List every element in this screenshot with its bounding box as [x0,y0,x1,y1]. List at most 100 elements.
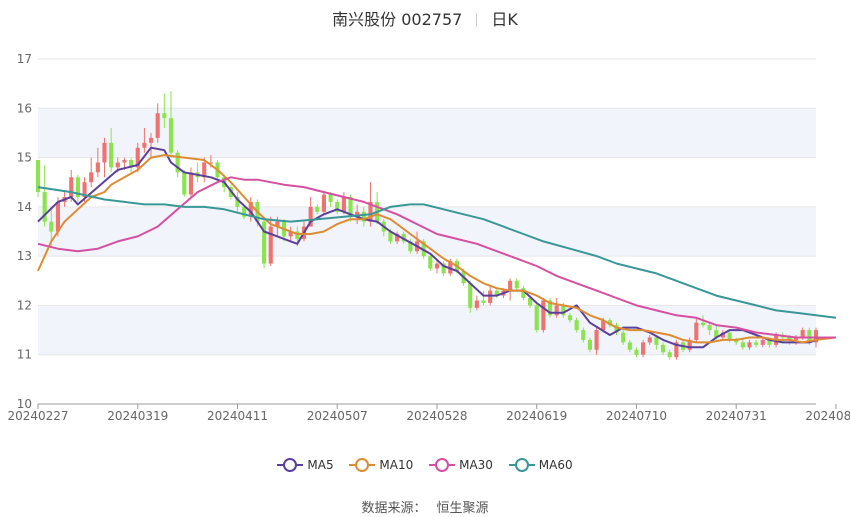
y-tick-label: 15 [17,151,32,165]
candle-body [727,332,732,340]
candle-body [434,263,440,269]
candle-body [541,300,546,331]
chart-header: 南兴股份 002757 日K [0,6,850,30]
candle-body [627,342,632,350]
candle-body [448,261,453,274]
x-tick-label: 20240227 [7,409,68,423]
grid-band [38,108,816,158]
candle-body [35,160,41,193]
y-tick-label: 11 [17,348,32,362]
candle-body [594,330,599,350]
candle-body [654,337,659,345]
candle-body [428,256,433,269]
candle-body [647,337,652,343]
candle-body [115,162,120,168]
legend-label-ma10: MA10 [379,458,414,472]
legend-item-ma5[interactable]: MA5 [277,458,334,472]
candle-body [707,325,712,331]
candle-body [514,280,519,289]
candle-body [468,283,473,308]
candle-body [694,322,699,340]
candle-body [754,342,759,345]
candle-body [142,142,147,148]
candle-body [700,322,706,326]
candle-body [508,280,513,291]
x-tick-label: 20240319 [107,409,168,423]
legend-marker-ma30 [429,458,456,472]
y-tick-label: 16 [17,101,32,115]
candle-body [793,337,799,340]
candle-body [55,201,61,232]
candle-body [421,241,426,257]
candle-body [242,206,247,217]
candle-body [581,330,586,340]
candle-body [361,211,366,222]
legend-item-ma60[interactable]: MA60 [508,458,573,472]
candle-body [740,342,745,348]
candle-body [528,298,533,306]
candle-body [474,300,479,308]
candle-body [660,344,666,353]
candle-body [268,226,273,264]
ma-line-ma5 [37,146,836,349]
candle-body [49,221,54,232]
legend-label-ma30: MA30 [459,458,493,472]
candle-body [288,231,293,237]
legend-item-ma30[interactable]: MA30 [429,458,493,472]
candle-body [401,233,406,242]
title-divider [476,13,478,27]
candle-body [75,177,80,197]
candle-body [275,221,280,227]
x-tick-label: 20240528 [406,409,467,423]
candle-body [129,160,134,168]
candle-body [162,113,167,119]
candle-body [574,320,579,331]
legend-item-ma10[interactable]: MA10 [349,458,413,472]
y-tick-label: 13 [17,249,32,263]
source-label: 数据来源： [361,501,427,516]
y-tick-label: 17 [17,52,32,66]
legend-label-ma5: MA5 [307,458,334,472]
candle-body [235,197,240,207]
candle-body [747,342,752,348]
candle-body [388,231,393,242]
candle-body [395,233,400,242]
candle-body [102,142,107,163]
y-tick-label: 10 [17,397,32,411]
y-tick-label: 12 [17,298,32,312]
candle-body [122,160,127,163]
candle-body [587,339,592,350]
candle-body [554,305,559,316]
candle-body [295,231,300,239]
candle-body [787,337,792,340]
candle-body [720,332,725,338]
legend-marker-ma10 [349,458,376,472]
source-value: 恒生聚源 [436,501,489,516]
candle-body [368,201,373,222]
candle-body [760,339,765,345]
candle-body [321,194,326,212]
candle-body [175,152,180,173]
candle-body [488,290,493,303]
candle-body [494,290,499,296]
candle-body [182,172,187,195]
candle-body [734,339,739,343]
x-tick-label: 20240411 [207,409,268,423]
candle-body [634,349,639,355]
candle-body [614,325,619,333]
candle-body [155,113,160,138]
ma-line-ma30 [37,176,836,339]
candle-body [82,182,87,197]
candle-body [601,320,606,331]
candle-body [813,330,819,343]
legend-label-ma60: MA60 [538,458,573,472]
candle-body [521,288,526,299]
candle-body [767,339,772,345]
ma-line-ma60 [37,186,837,319]
chart-period: 日K [491,10,518,29]
candle-body [69,177,74,197]
candle-body [800,330,805,338]
candle-body [208,162,213,164]
